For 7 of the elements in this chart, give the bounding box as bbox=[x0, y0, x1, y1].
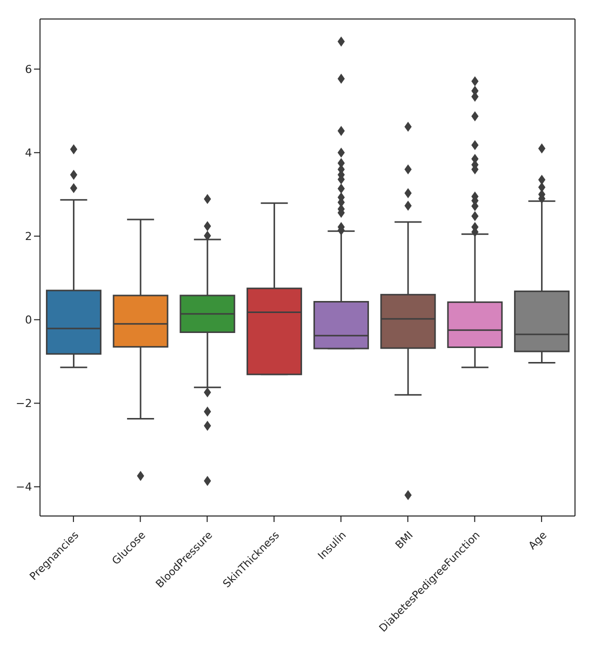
y-tick-label: 6 bbox=[25, 63, 32, 76]
x-tick-label: Age bbox=[526, 529, 550, 552]
y-tick-label: 4 bbox=[25, 146, 32, 160]
y-tick-label: 0 bbox=[25, 314, 32, 327]
y-tick-label: −2 bbox=[16, 397, 32, 410]
y-tick-label: 2 bbox=[25, 230, 32, 244]
y-tick-label: −4 bbox=[16, 480, 32, 494]
